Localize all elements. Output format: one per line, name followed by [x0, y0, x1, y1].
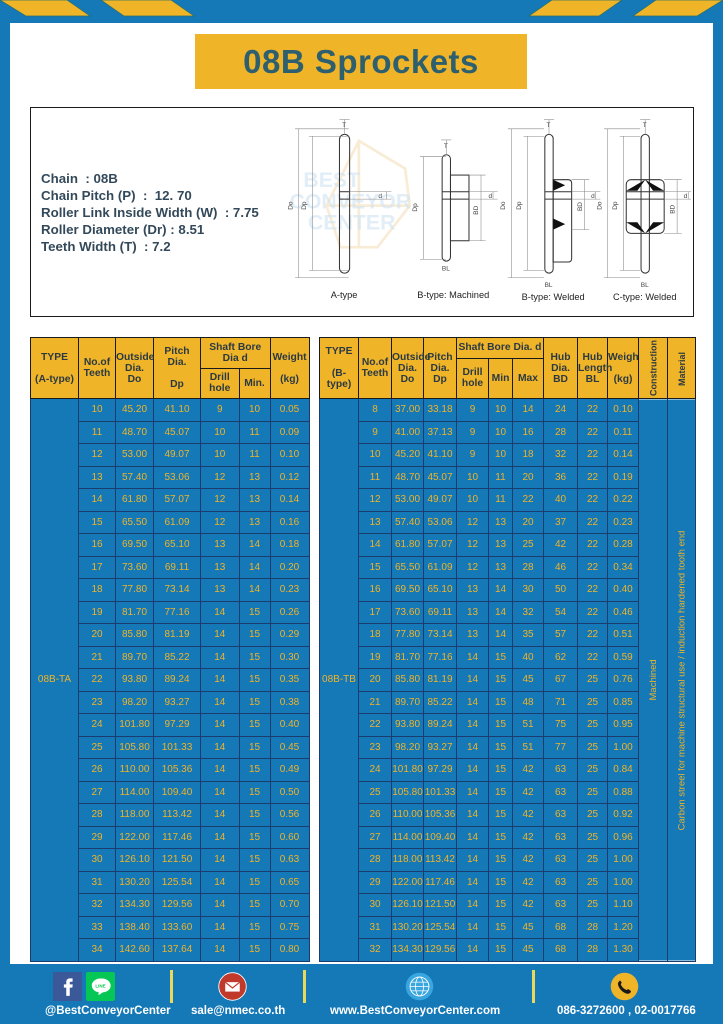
svg-text:BL: BL	[545, 282, 553, 289]
svg-text:Do: Do	[500, 201, 507, 210]
svg-text:d: d	[488, 193, 492, 200]
svg-text:Dp: Dp	[412, 203, 419, 212]
svg-text:d: d	[378, 193, 382, 200]
svg-text:d: d	[684, 193, 688, 200]
svg-text:T: T	[547, 122, 551, 129]
svg-text:Dp: Dp	[301, 201, 308, 210]
svg-text:A-type: A-type	[331, 290, 358, 300]
svg-text:LINE: LINE	[95, 984, 105, 989]
svg-text:T: T	[643, 122, 647, 129]
svg-text:BD: BD	[473, 205, 480, 214]
svg-text:B-type: Machined: B-type: Machined	[417, 290, 489, 300]
svg-text:BL: BL	[442, 265, 450, 272]
svg-text:Dp: Dp	[516, 201, 523, 210]
svg-text:BL: BL	[641, 282, 649, 289]
svg-text:BD: BD	[669, 204, 676, 213]
svg-text:B-type: Welded: B-type: Welded	[522, 292, 585, 302]
svg-text:Do: Do	[596, 201, 603, 210]
svg-text:d: d	[591, 193, 595, 200]
svg-text:T: T	[444, 143, 448, 150]
svg-text:T: T	[342, 122, 346, 129]
svg-text:CENTER: CENTER	[308, 211, 395, 235]
svg-text:Dp: Dp	[612, 201, 619, 210]
svg-text:C-type: Welded: C-type: Welded	[613, 292, 677, 302]
svg-text:BD: BD	[577, 202, 584, 211]
svg-text:Do: Do	[287, 201, 294, 210]
